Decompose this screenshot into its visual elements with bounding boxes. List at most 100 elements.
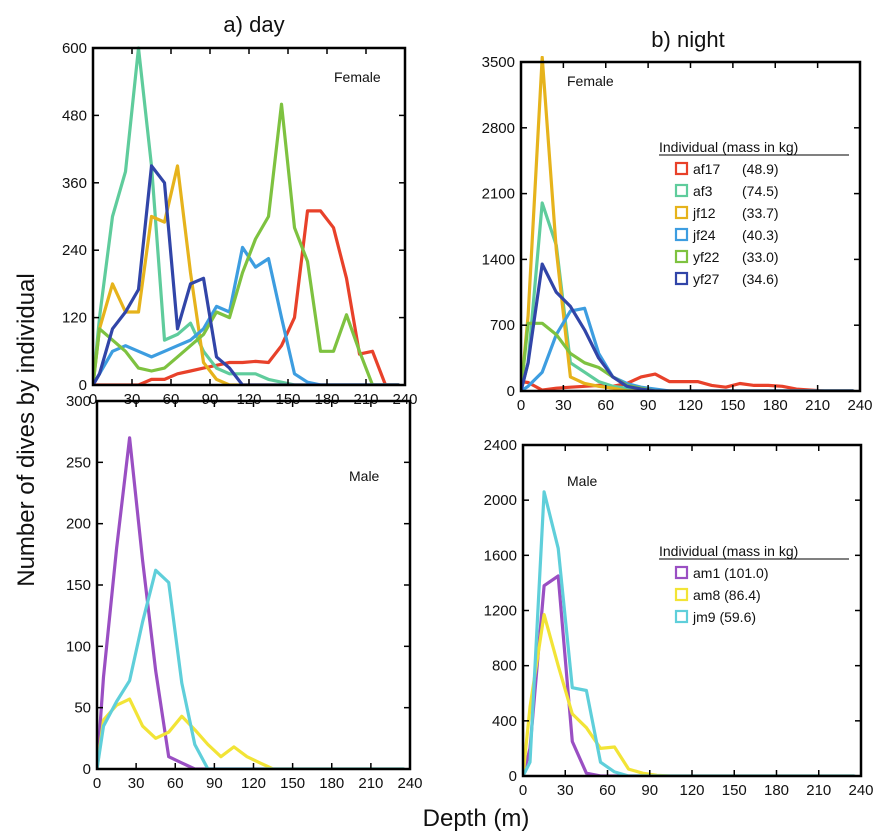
series-line-jm9 [523, 490, 856, 776]
x-tick-label: 90 [202, 391, 219, 408]
series-group [97, 436, 406, 769]
y-tick-label: 800 [492, 658, 517, 675]
x-tick-label: 90 [641, 782, 658, 799]
series-group [93, 46, 401, 385]
legend-entry-yf22: yf22 [693, 249, 720, 265]
legend-entry-am1: am1 (101.0) [693, 565, 768, 581]
x-axis-title: Depth (m) [423, 805, 530, 832]
series-line-yf22 [93, 102, 401, 385]
legend-mass-jf24: (40.3) [742, 227, 779, 243]
y-tick-label: 600 [62, 40, 87, 57]
y-tick-label: 1600 [484, 547, 517, 564]
series-line-jf24 [521, 306, 855, 391]
legend-entry-jf12: jf12 [692, 205, 716, 221]
panel-night-male: 0 30 60 90 120 150 180 210 240040080012001600200… [484, 437, 874, 799]
y-tick-label: 240 [62, 242, 87, 259]
y-tick-label: 150 [66, 577, 91, 594]
legend-swatch-yf27 [674, 271, 689, 286]
panel-label-female: Female [567, 73, 614, 89]
panel-label-male: Male [349, 468, 380, 484]
legend-swatch-af3 [674, 183, 689, 198]
y-tick-label: 2400 [484, 437, 517, 454]
x-tick-label: 150 [720, 397, 745, 414]
legend-title: Individual (mass in kg) [659, 543, 798, 559]
legend-swatch-yf22 [674, 249, 689, 264]
y-tick-label: 2000 [484, 492, 517, 509]
panel-day-female: 0 30 60 90 120 150 180 210 240 0 120 240 360 480 600 Fe… [62, 40, 418, 408]
x-tick-label: 180 [764, 782, 789, 799]
x-tick-label: 150 [275, 391, 300, 408]
series-line-am1 [97, 436, 406, 769]
x-tick-label: 240 [848, 782, 873, 799]
panel-label-female: Female [334, 69, 381, 85]
x-tick-label: 210 [358, 775, 383, 792]
x-tick-label: 120 [678, 397, 703, 414]
panel-day-male: 0 30 60 90 120 150 180 210 240050100150200250300… [66, 393, 423, 792]
y-tick-label: 700 [490, 317, 515, 334]
legend-swatch-am1 [674, 565, 689, 580]
x-tick-label: 210 [806, 782, 831, 799]
x-tick-label: 180 [319, 775, 344, 792]
series-line-jf12 [93, 164, 401, 385]
legend-mass-af3: (74.5) [742, 183, 779, 199]
legend-entry-yf27: yf27 [693, 271, 720, 287]
y-tick-label: 400 [492, 713, 517, 730]
legend-title: Individual (mass in kg) [659, 139, 798, 155]
series-line-jf12 [521, 56, 855, 391]
series-line-yf22 [521, 321, 855, 391]
column-title-night: b) night [651, 27, 724, 52]
y-tick-label: 2100 [482, 186, 515, 203]
legend-entry-jm9: jm9 (59.6) [692, 609, 756, 625]
series-group [523, 490, 856, 776]
x-tick-label: 150 [280, 775, 305, 792]
y-tick-label: 1200 [484, 603, 517, 620]
legend-swatch-jf24 [674, 227, 689, 242]
series-group [521, 56, 855, 391]
y-tick-label: 120 [62, 310, 87, 327]
x-tick-label: 210 [805, 397, 830, 414]
legend-entry-af17: af17 [693, 161, 720, 177]
y-axis-title: Number of dives by individual [13, 273, 40, 587]
legend-mass-yf22: (33.0) [742, 249, 779, 265]
y-tick-label: 360 [62, 175, 87, 192]
x-tick-label: 120 [679, 782, 704, 799]
x-tick-label: 90 [206, 775, 223, 792]
panel-night-female: 0 30 60 90 120 150 180 210 240 0 700 1400 2100 2800 35… [482, 54, 873, 414]
x-tick-label: 120 [241, 775, 266, 792]
plot-frame [521, 443, 863, 778]
x-tick-label: 150 [722, 782, 747, 799]
x-tick-label: 180 [314, 391, 339, 408]
plot-frame [91, 46, 407, 387]
x-tick-label: 240 [392, 391, 417, 408]
y-tick-label: 0 [507, 383, 515, 400]
x-tick-label: 0 [89, 391, 97, 408]
legend-swatch-jm9 [674, 609, 689, 624]
x-tick-label: 30 [128, 775, 145, 792]
y-tick-label: 0 [79, 377, 87, 394]
legend-swatch-af17 [674, 161, 689, 176]
series-line-am8 [97, 697, 406, 769]
plot-frame [519, 60, 862, 393]
x-tick-label: 60 [597, 397, 614, 414]
legend-entry-af3: af3 [693, 183, 713, 199]
y-tick-label: 50 [74, 700, 91, 717]
series-line-jf24 [93, 245, 401, 385]
legend-entry-jf24: jf24 [692, 227, 716, 243]
legend: Individual (mass in kg) am1 (101.0) am8 (8… [659, 543, 849, 625]
series-line-am1 [523, 574, 856, 776]
series-line-am8 [523, 612, 856, 776]
legend-mass-jf12: (33.7) [742, 205, 779, 221]
x-tick-label: 120 [236, 391, 261, 408]
x-tick-label: 30 [555, 397, 572, 414]
x-tick-label: 0 [517, 397, 525, 414]
x-tick-label: 180 [763, 397, 788, 414]
legend-mass-yf27: (34.6) [742, 271, 779, 287]
x-tick-label: 240 [397, 775, 422, 792]
y-tick-label: 3500 [482, 54, 515, 71]
y-tick-label: 300 [66, 393, 91, 410]
y-tick-label: 1400 [482, 251, 515, 268]
panel-label-male: Male [567, 473, 598, 489]
x-tick-label: 0 [519, 782, 527, 799]
legend-swatch-am8 [674, 587, 689, 602]
